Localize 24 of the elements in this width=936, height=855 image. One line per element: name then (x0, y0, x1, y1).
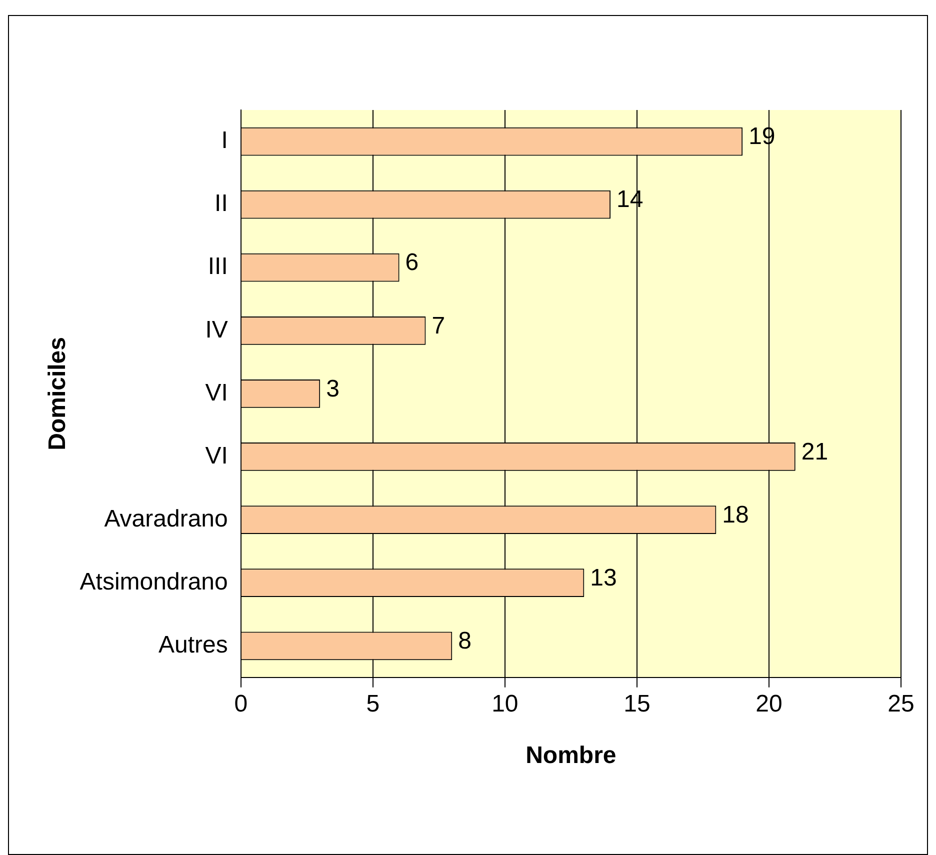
x-axis-title: Nombre (526, 742, 616, 770)
y-axis-title: Domiciles (44, 337, 72, 450)
y-tick-label: Autres (158, 632, 228, 659)
y-tick-label: VI (205, 442, 228, 470)
y-tick-label: VI (205, 379, 228, 406)
x-tick-label: 5 (366, 690, 380, 718)
data-label: 6 (405, 249, 419, 276)
data-label: 7 (432, 312, 446, 340)
y-tick-label: II (214, 190, 228, 218)
x-tick-label: 0 (234, 690, 248, 718)
y-tick-label: III (208, 253, 228, 280)
x-tick-label: 10 (492, 690, 518, 718)
x-tick-label: 15 (624, 690, 650, 718)
data-label: 3 (326, 375, 340, 402)
y-tick-label: Avaradrano (104, 505, 228, 532)
y-tick-label: IV (205, 316, 228, 344)
y-tick-label: Atsimondrano (80, 568, 228, 596)
x-tick-label: 20 (756, 690, 782, 718)
data-label: 21 (801, 438, 828, 466)
data-label: 18 (722, 501, 749, 528)
data-label: 13 (590, 564, 617, 592)
data-label: 8 (458, 628, 472, 655)
y-tick-label: I (221, 127, 228, 154)
x-tick-label: 25 (888, 690, 914, 718)
